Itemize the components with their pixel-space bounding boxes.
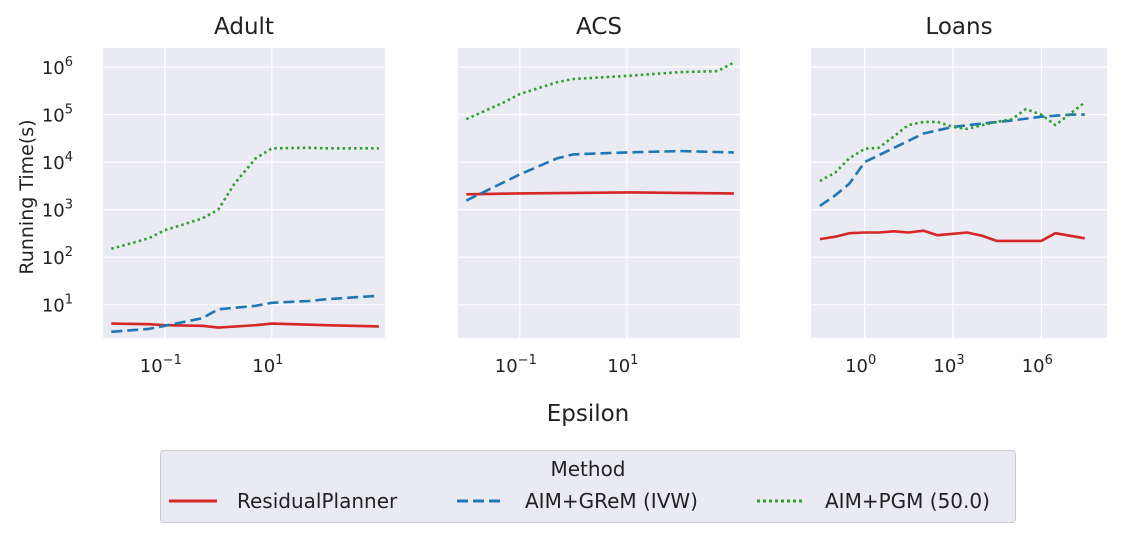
x-tick-label: 106 [1022, 353, 1053, 377]
x-tick-label: 100 [845, 353, 876, 377]
legend: Method ResidualPlanner AIM+GReM (IVW) AI… [160, 450, 1016, 523]
legend-swatch-red-solid [169, 499, 217, 503]
series-line-residualplanner [819, 229, 1086, 243]
legend-label: AIM+PGM (50.0) [825, 489, 990, 513]
panel-title: ACS [576, 14, 622, 40]
y-tick-label: 103 [42, 198, 73, 222]
series-line-residualplanner [466, 191, 734, 196]
panel-loans: 100 103 106 Loans [811, 14, 1107, 377]
y-axis-label: Running Time(s) [16, 119, 38, 274]
series-line-residualplanner [111, 322, 379, 329]
legend-swatch-green-dotted [757, 499, 805, 503]
panel-acs: 10−1 101 ACS [458, 14, 740, 377]
plot-area [103, 48, 385, 338]
panel-title: Loans [925, 14, 992, 40]
y-tick-label: 106 [42, 55, 73, 79]
x-tick-label: 10−1 [140, 353, 182, 377]
series-line-aim-pgm-50-0- [110, 146, 379, 251]
y-tick-label: 104 [42, 150, 73, 174]
legend-title: Method [550, 457, 626, 481]
series-line-aim-pgm-50-0- [465, 61, 735, 121]
series-line-aim-grem-ivw- [111, 294, 379, 334]
series-line-aim-pgm-50-0- [819, 101, 1086, 183]
legend-swatch-blue-dashed [457, 499, 505, 503]
y-tick-label: 102 [42, 245, 73, 269]
y-tick-label: 101 [42, 293, 73, 317]
y-tick-label: 105 [42, 103, 73, 127]
series-line-aim-grem-ivw- [465, 149, 734, 202]
x-tick-label: 101 [252, 353, 283, 377]
panel-adult: 101 102 103 104 105 106 10−1 101 Adult [42, 14, 385, 377]
panels: 101 102 103 104 105 106 10−1 101 Adult 10−1 101 ACS… [42, 14, 1107, 377]
x-axis-label: Epsilon [547, 401, 630, 427]
x-tick-label: 101 [607, 353, 638, 377]
x-tick-label: 10−1 [495, 353, 537, 377]
series-line-aim-grem-ivw- [819, 113, 1085, 207]
x-tick-label: 103 [933, 353, 964, 377]
panel-title: Adult [214, 14, 274, 40]
legend-label: AIM+GReM (IVW) [525, 489, 698, 513]
plot-area [811, 48, 1107, 338]
legend-label: ResidualPlanner [237, 489, 398, 513]
